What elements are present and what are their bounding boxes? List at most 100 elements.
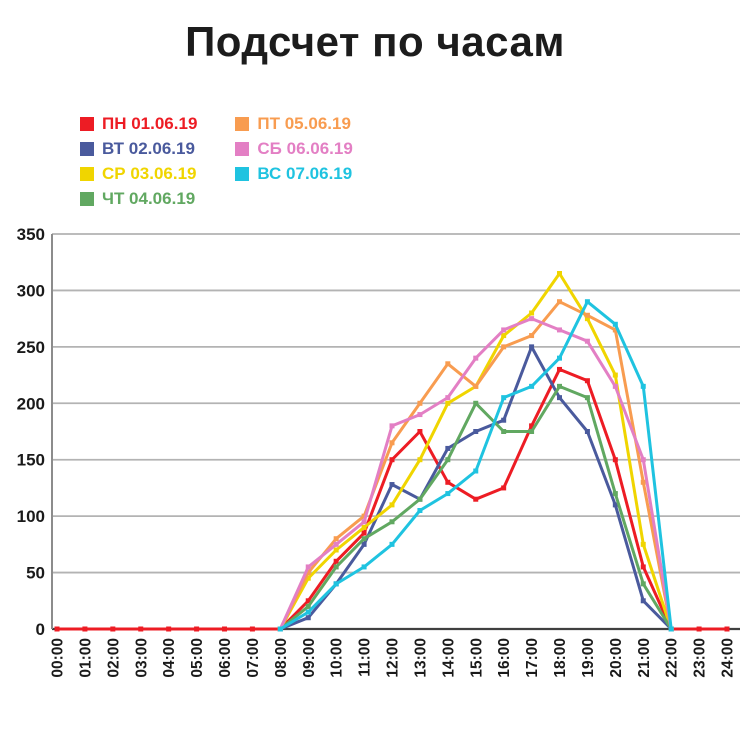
- series-marker: [361, 541, 367, 547]
- legend-item: ВС 07.06.19: [235, 162, 352, 186]
- x-axis-tick-label: 15:00: [468, 638, 485, 678]
- series-marker: [612, 383, 618, 389]
- x-axis-tick-label: 10:00: [329, 638, 346, 678]
- series-marker: [445, 491, 451, 497]
- series-marker: [696, 626, 702, 632]
- x-axis-tick-label: 00:00: [50, 638, 67, 678]
- series-marker: [529, 333, 535, 339]
- x-axis-tick-label: 07:00: [245, 638, 262, 678]
- series-marker: [222, 626, 227, 632]
- legend-label: ВС 07.06.19: [257, 164, 353, 183]
- legend-item: ВТ 02.06.19: [80, 137, 197, 161]
- x-axis-tick-label: 02:00: [105, 638, 122, 678]
- series-marker: [640, 581, 646, 587]
- series-marker: [584, 338, 590, 344]
- series-marker: [417, 496, 423, 502]
- series-marker: [277, 626, 283, 632]
- series-marker: [557, 327, 562, 333]
- x-axis-tick-label: 12:00: [385, 638, 402, 678]
- series-marker: [612, 372, 618, 378]
- series-marker: [529, 383, 535, 389]
- series-marker: [529, 316, 535, 322]
- series-marker: [584, 316, 590, 322]
- series-marker: [333, 541, 339, 547]
- x-axis-tick-label: 16:00: [496, 638, 513, 678]
- x-axis-tick-label: 18:00: [552, 638, 569, 678]
- series-marker: [389, 457, 395, 463]
- series-marker: [724, 626, 730, 632]
- chart-legend: ПН 01.06.19 ВТ 02.06.19 СР 03.06.19 ЧТ 04.0…: [80, 112, 353, 211]
- series-marker: [501, 344, 507, 350]
- x-axis-tick-label: 21:00: [636, 638, 653, 678]
- series-marker: [417, 508, 423, 513]
- series-marker: [473, 400, 479, 406]
- series-marker: [249, 626, 255, 632]
- series-marker: [612, 327, 618, 333]
- legend-label: ПН 01.06.19: [102, 114, 198, 133]
- series-line: [278, 384, 673, 631]
- series-marker: [640, 383, 646, 389]
- series-marker: [640, 457, 646, 463]
- series-marker: [110, 626, 116, 632]
- series-marker: [361, 536, 367, 542]
- series-marker: [584, 378, 590, 384]
- series-marker: [361, 513, 367, 519]
- y-axis-tick-label: 50: [26, 564, 45, 583]
- series-marker: [557, 383, 562, 389]
- series-marker: [305, 598, 311, 604]
- series-marker: [557, 271, 562, 276]
- series-marker: [445, 400, 451, 406]
- x-axis-tick-label: 19:00: [580, 638, 597, 678]
- series-marker: [305, 615, 311, 621]
- y-axis-tick-label: 0: [36, 620, 45, 639]
- series-marker: [54, 626, 60, 632]
- series-marker: [445, 479, 451, 485]
- series-marker: [389, 502, 395, 508]
- series-marker: [501, 429, 507, 434]
- legend-swatch-icon: [235, 167, 250, 181]
- legend-label: СР 03.06.19: [102, 164, 197, 183]
- series-marker: [501, 417, 507, 423]
- series-marker: [473, 496, 479, 502]
- series-marker: [612, 321, 618, 327]
- series-marker: [557, 355, 562, 361]
- series-marker: [417, 429, 423, 434]
- series-marker: [138, 626, 144, 632]
- series-marker: [417, 400, 423, 406]
- series-marker: [389, 423, 395, 429]
- series-line: [55, 367, 729, 631]
- chart-title: Подсчет по часам: [185, 18, 565, 65]
- series-marker: [584, 395, 590, 401]
- legend-item: ПН 01.06.19: [80, 112, 197, 136]
- series-marker: [417, 412, 423, 418]
- y-axis-tick-label: 300: [17, 281, 45, 300]
- x-axis-tick-label: 09:00: [301, 638, 318, 678]
- x-axis-tick-label: 24:00: [720, 638, 737, 678]
- legend-label: ВТ 02.06.19: [102, 139, 195, 158]
- series-marker: [640, 598, 646, 604]
- legend-swatch-icon: [80, 192, 94, 206]
- x-axis-tick-label: 03:00: [133, 638, 150, 678]
- series-marker: [529, 344, 535, 350]
- legend-item: ПТ 05.06.19: [235, 112, 352, 136]
- series-marker: [445, 361, 451, 367]
- series-marker: [333, 581, 339, 587]
- legend-swatch-icon: [80, 142, 94, 156]
- series-marker: [473, 429, 479, 434]
- series-marker: [529, 310, 535, 316]
- series-marker: [417, 457, 423, 463]
- series-marker: [473, 468, 479, 474]
- x-axis-tick-label: 04:00: [161, 638, 178, 678]
- series-marker: [333, 547, 339, 553]
- x-axis-tick-label: 20:00: [608, 638, 625, 678]
- legend-swatch-icon: [80, 167, 94, 181]
- legend-swatch-icon: [80, 117, 94, 131]
- series-marker: [473, 383, 479, 389]
- series-marker: [612, 491, 618, 497]
- x-axis-tick-label: 23:00: [692, 638, 709, 678]
- y-axis-tick-label: 250: [17, 338, 45, 357]
- series-marker: [612, 502, 618, 508]
- series-marker: [529, 429, 535, 434]
- series-marker: [445, 395, 451, 401]
